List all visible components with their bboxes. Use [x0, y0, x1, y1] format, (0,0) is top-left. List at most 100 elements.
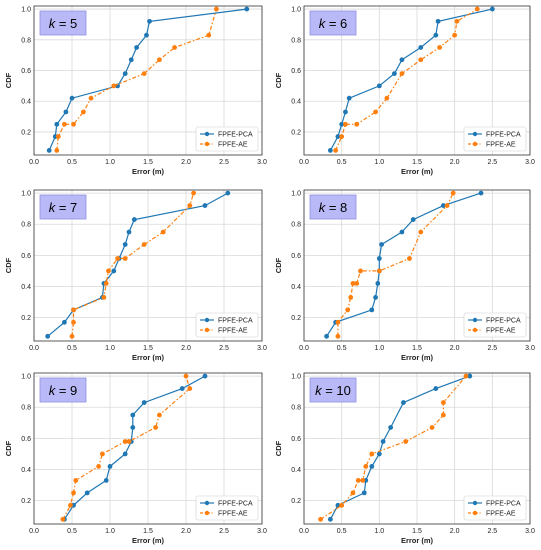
data-point-fpfe-pca: [410, 217, 416, 222]
legend-label: FPFE-PCA: [486, 132, 521, 139]
x-tick-label: 0.5: [67, 528, 77, 535]
data-point-fpfe-ae: [126, 439, 132, 444]
y-tick-label: 1.0: [291, 191, 301, 198]
x-tick-label: 2.5: [487, 345, 497, 352]
data-point-fpfe-pca: [126, 229, 132, 235]
x-tick-label: 0.5: [337, 528, 347, 535]
k-label-box: [309, 377, 357, 403]
data-point-fpfe-pca: [69, 95, 75, 101]
x-tick-label: 0.5: [337, 159, 347, 166]
x-tick-label: 2.0: [450, 345, 460, 352]
data-point-fpfe-ae: [100, 451, 105, 457]
k-label-box: [39, 194, 87, 220]
x-axis-label: Error (m): [132, 167, 165, 176]
data-point-fpfe-ae: [206, 32, 212, 38]
y-tick-label: 0.8: [21, 37, 31, 44]
x-axis-label: Error (m): [132, 536, 165, 545]
data-point-fpfe-ae: [454, 18, 460, 24]
data-point-fpfe-pca: [202, 203, 208, 208]
legend-label: FPFE-PCA: [218, 501, 253, 508]
y-tick-label: 0.6: [21, 253, 31, 260]
chart-panel-k9: 0.0 0.5 1.0 1.5 2.0 2.5 3.0 0.2 0.4 0.6 0.8 1.0 Erro…: [4, 372, 267, 545]
data-point-fpfe-ae: [376, 268, 382, 274]
data-point-fpfe-pca: [399, 229, 405, 235]
y-tick-label: 0.8: [21, 222, 31, 229]
y-tick-label: 0.6: [291, 68, 301, 75]
data-point-fpfe-ae: [343, 121, 348, 127]
data-point-fpfe-pca: [84, 490, 90, 496]
data-point-fpfe-ae: [373, 109, 378, 115]
x-tick-label: 1.0: [374, 159, 384, 166]
legend-swatch-marker: [204, 131, 210, 137]
x-tick-label: 1.0: [105, 528, 115, 535]
data-point-fpfe-pca: [54, 121, 60, 127]
legend-box: [463, 312, 527, 338]
data-point-fpfe-pca: [324, 333, 329, 339]
chart-panel-k6: 0.0 0.5 1.0 1.5 2.0 2.5 3.0 0.2 0.4 0.6 0.8 1.0 Erro…: [274, 5, 535, 176]
data-point-fpfe-ae: [187, 203, 193, 208]
x-tick-label: 0.5: [67, 159, 77, 166]
y-tick-label: 1.0: [291, 7, 301, 14]
data-point-fpfe-pca: [467, 373, 473, 379]
x-tick-label: 2.5: [487, 528, 497, 535]
series-line-fpfe-pca: [63, 375, 206, 520]
y-axis-label: CDF: [274, 440, 283, 456]
x-tick-label: 2.0: [181, 159, 191, 166]
legend-swatch-marker: [472, 510, 478, 516]
data-point-fpfe-pca: [376, 256, 382, 261]
data-point-fpfe-ae: [153, 425, 159, 430]
x-tick-label: 3.0: [525, 345, 535, 352]
data-point-fpfe-ae: [71, 490, 76, 496]
data-point-fpfe-ae: [450, 190, 456, 196]
x-tick-label: 1.0: [105, 159, 115, 166]
data-point-fpfe-pca: [327, 516, 333, 522]
x-tick-label: 1.5: [143, 159, 153, 166]
data-point-fpfe-pca: [244, 6, 250, 12]
data-point-fpfe-ae: [418, 57, 424, 63]
x-tick-label: 1.0: [374, 528, 384, 535]
x-tick-label: 1.0: [374, 345, 384, 352]
data-point-fpfe-pca: [399, 57, 405, 63]
y-tick-label: 0.2: [21, 315, 31, 322]
data-point-fpfe-pca: [62, 319, 67, 325]
data-point-fpfe-ae: [333, 147, 339, 153]
legend-swatch-marker: [204, 327, 210, 333]
data-point-fpfe-ae: [403, 439, 409, 444]
legend-label: FPFE-AE: [218, 328, 248, 335]
data-point-fpfe-pca: [147, 18, 152, 24]
data-point-fpfe-pca: [380, 439, 386, 444]
chart-title: k = 7: [49, 200, 78, 215]
data-point-fpfe-ae: [463, 373, 469, 379]
data-point-fpfe-pca: [131, 217, 137, 222]
data-point-fpfe-ae: [68, 502, 73, 508]
data-point-fpfe-pca: [376, 451, 382, 457]
x-tick-label: 2.5: [219, 159, 229, 166]
y-tick-label: 0.4: [21, 467, 31, 474]
data-point-fpfe-pca: [392, 71, 397, 76]
y-tick-label: 0.8: [291, 222, 301, 229]
y-tick-label: 1.0: [291, 374, 301, 381]
data-point-fpfe-pca: [418, 45, 424, 50]
chart-panel-k5: 0.0 0.5 1.0 1.5 2.0 2.5 3.0 0.2 0.4 0.6 0.8 1.0 Erro…: [4, 5, 267, 176]
data-point-fpfe-pca: [128, 57, 134, 63]
x-tick-label: 0.0: [29, 345, 39, 352]
plot-frame: [33, 189, 263, 342]
k-label-box: [309, 10, 357, 36]
x-axis-label: Error (m): [401, 353, 434, 362]
series-line-fpfe-pca: [47, 192, 229, 337]
legend-box: [463, 126, 527, 152]
legend-label: FPFE-AE: [218, 511, 248, 518]
legend-label: FPFE-PCA: [218, 132, 253, 139]
data-point-fpfe-pca: [375, 281, 381, 286]
legend-swatch-marker: [472, 317, 478, 323]
legend-box: [463, 495, 527, 521]
y-tick-label: 0.2: [21, 129, 31, 136]
data-point-fpfe-ae: [429, 425, 435, 430]
legend-swatch-marker: [472, 327, 478, 333]
data-point-fpfe-ae: [111, 83, 117, 89]
data-point-fpfe-ae: [452, 32, 458, 38]
data-point-fpfe-pca: [433, 386, 439, 391]
y-tick-label: 0.2: [21, 498, 31, 505]
legend-label: FPFE-AE: [486, 328, 516, 335]
